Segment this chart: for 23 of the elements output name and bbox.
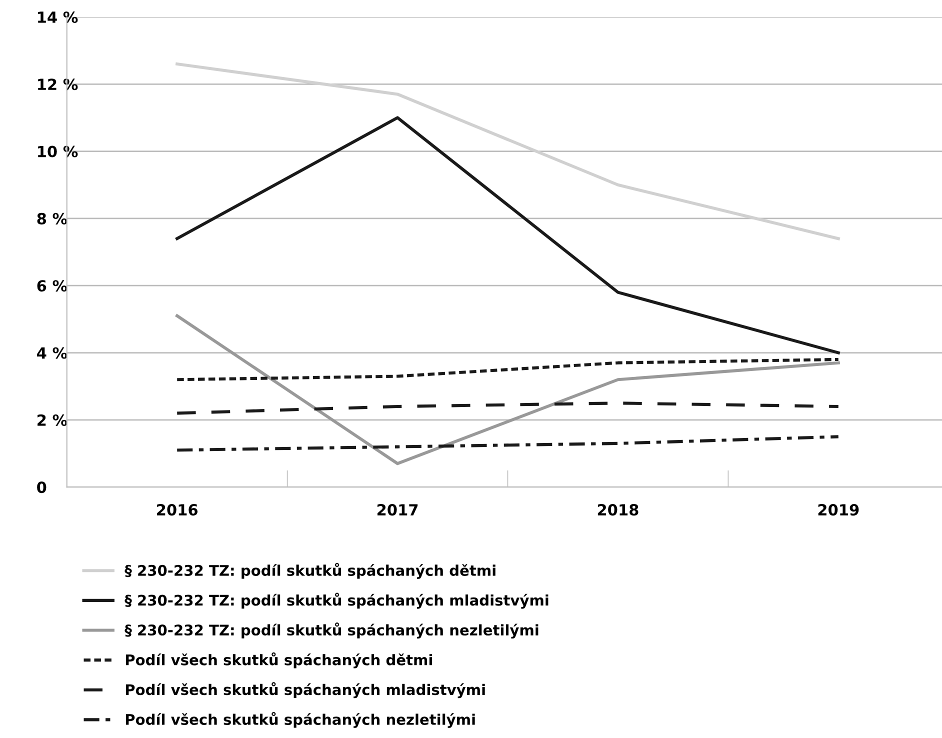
y-tick-label: 8 % (37, 212, 68, 224)
x-tick-label: 2016 (157, 504, 198, 516)
legend-label: § 230-232 TZ: podíl skutků spáchaných dětmi (124, 562, 496, 579)
y-tick-label: 10 % (38, 146, 78, 158)
y-tick-label: 14 % (38, 11, 78, 23)
line-series (176, 435, 840, 452)
line-series (176, 116, 840, 354)
legend-label: Podíl všech skutků spáchaných nezletilými (126, 712, 475, 728)
line-series (176, 62, 840, 240)
y-tick-label: 12 % (38, 78, 78, 90)
legend-label: § 230-232 TZ: podíl skutků spáchaných mladistvými (124, 592, 548, 609)
y-tick-label: 4 % (37, 347, 68, 359)
legend-label: § 230-232 TZ: podíl skutků spáchaných nezletilými (124, 622, 538, 638)
line-series (176, 314, 840, 466)
y-tick-label: 0 (37, 482, 46, 494)
x-tick-label: 2018 (598, 504, 638, 516)
legend-label: Podíl všech skutků spáchaných dětmi (126, 652, 432, 668)
line-series (176, 358, 840, 382)
x-tick-label: 2017 (377, 504, 418, 516)
x-tick-label: 2019 (818, 504, 859, 516)
y-tick-label: 6 % (37, 280, 68, 292)
y-tick-label: 2 % (38, 414, 68, 426)
legend-label: Podíl všech skutků spáchaných mladistvými (126, 682, 485, 698)
